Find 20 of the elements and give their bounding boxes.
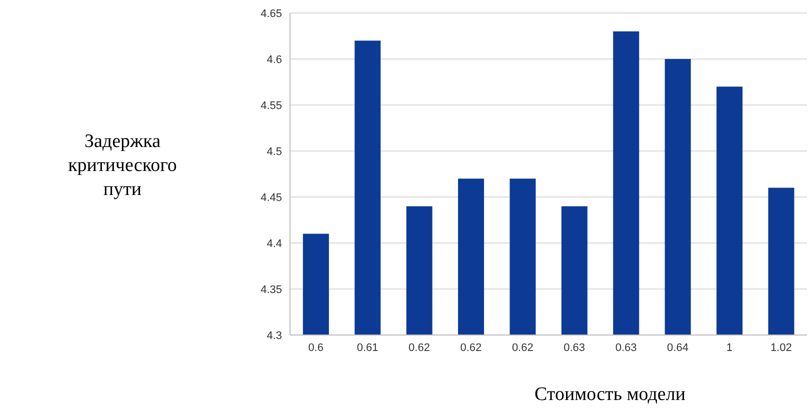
x-tick-label: 0.63: [615, 342, 637, 354]
x-axis-title: Стоимость модели: [533, 384, 687, 406]
x-tick-label: 1.02: [770, 342, 792, 354]
x-tick-label: 0.63: [564, 342, 586, 354]
x-tick-label: 0.62: [460, 342, 482, 354]
x-tick-label: 0.61: [356, 342, 378, 354]
y-axis-title: Задержка критического пути: [67, 130, 178, 202]
x-tick-label: 1: [726, 342, 733, 354]
y-tick-label: 4.4: [266, 238, 282, 250]
x-tick-label: 0.62: [408, 342, 430, 354]
y-tick-label: 4.5: [266, 146, 282, 158]
y-tick-label: 4.3: [266, 330, 282, 342]
y-tick-label: 4.6: [266, 54, 282, 66]
y-tick-label: 4.45: [260, 192, 282, 204]
y-tick-label: 4.65: [260, 8, 282, 20]
y-tick-label: 4.55: [260, 100, 282, 112]
x-tick-label: 0.64: [667, 342, 688, 354]
x-tick-label: 0.62: [512, 342, 534, 354]
y-tick-label: 4.35: [260, 284, 282, 296]
x-tick-label: 0.6: [308, 342, 324, 354]
